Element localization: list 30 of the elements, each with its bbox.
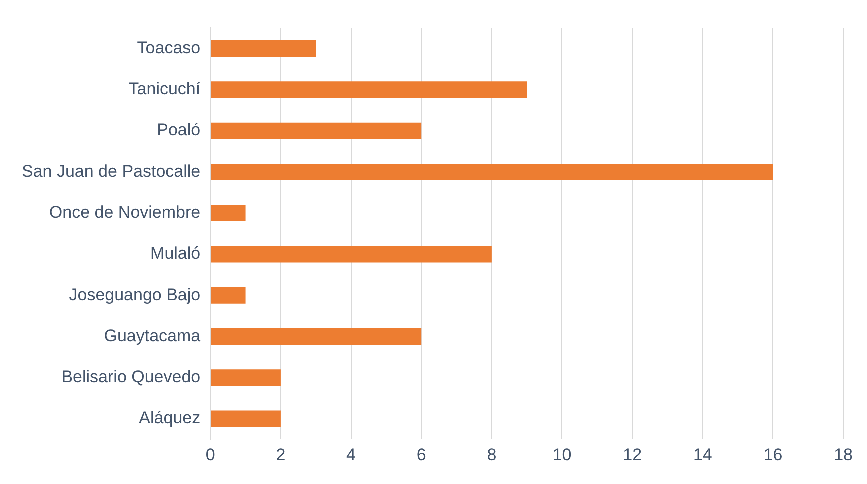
x-tick-label: 4	[346, 445, 356, 464]
bar	[211, 205, 246, 222]
y-tick-label: Belisario Quevedo	[62, 368, 201, 387]
x-tick-label: 12	[623, 445, 642, 464]
x-tick-label: 8	[487, 445, 497, 464]
y-tick-label: Once de Noviembre	[49, 203, 201, 222]
y-tick-label: Joseguango Bajo	[69, 285, 201, 304]
x-tick-label: 6	[416, 445, 426, 464]
bar	[211, 410, 281, 428]
y-tick-label: Tanicuchí	[128, 80, 201, 99]
bar	[211, 40, 316, 57]
x-tick-label: 14	[693, 445, 712, 464]
y-tick-label: Poaló	[157, 120, 201, 140]
x-tick-label: 0	[206, 445, 216, 464]
x-tick-label: 2	[276, 445, 286, 464]
bar	[211, 287, 246, 304]
y-tick-label: Mulaló	[150, 244, 201, 264]
x-tick-label: 16	[764, 445, 783, 464]
y-tick-label: Toacaso	[137, 38, 201, 58]
bar	[211, 246, 492, 263]
y-tick-label: San Juan de Pastocalle	[22, 162, 201, 181]
x-tick-label: 18	[834, 445, 854, 464]
bar	[211, 122, 422, 140]
bar	[211, 370, 281, 386]
bar	[211, 82, 528, 98]
bar	[211, 328, 422, 345]
x-tick-label: 10	[552, 445, 572, 464]
bar	[211, 164, 774, 180]
y-tick-label: Guaytacama	[104, 326, 202, 346]
y-tick-label: Aláquez	[139, 408, 201, 428]
